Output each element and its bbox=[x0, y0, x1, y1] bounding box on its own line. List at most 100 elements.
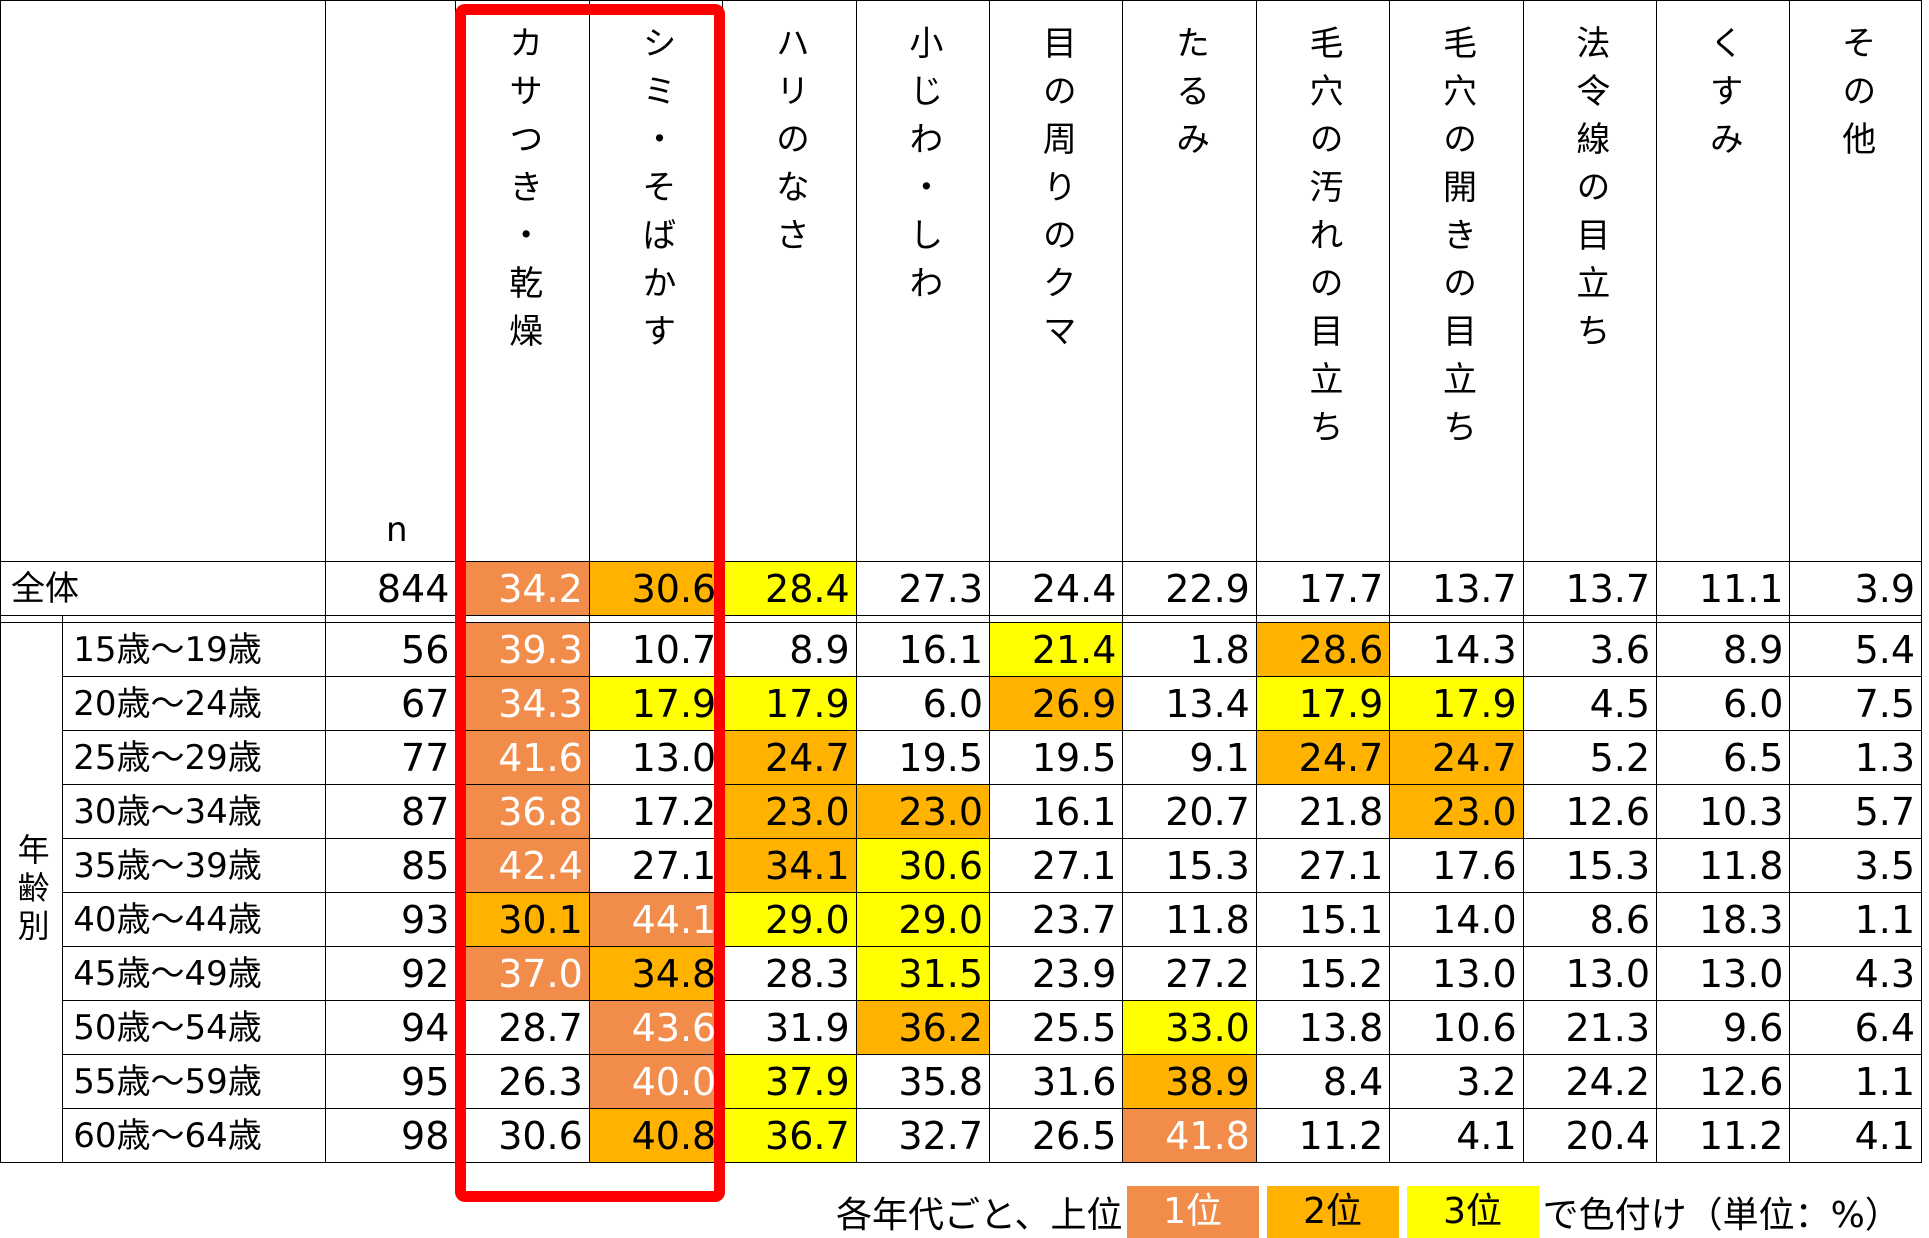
row-value: 40.0 bbox=[588, 1054, 724, 1109]
row-label: 55歳～59歳 bbox=[62, 1054, 326, 1109]
row-value: 13.0 bbox=[588, 730, 724, 785]
row-value: 12.6 bbox=[1522, 784, 1658, 839]
row-value: 1.1 bbox=[1789, 1054, 1922, 1109]
row-value: 13.0 bbox=[1522, 946, 1658, 1001]
legend-rank3: 3位 bbox=[1406, 1186, 1539, 1238]
header-item: たるみ bbox=[1122, 0, 1257, 562]
row-value: 27.1 bbox=[1255, 838, 1391, 893]
total-value: 24.4 bbox=[989, 561, 1124, 616]
row-value: 4.5 bbox=[1522, 676, 1658, 731]
row-value: 34.8 bbox=[588, 946, 724, 1001]
row-value: 27.1 bbox=[588, 838, 724, 893]
table-row: 30歳～34歳 87 36.8 17.2 23.0 23.0 16.1 20.7 21.8 23.… bbox=[1, 784, 1922, 839]
row-value: 28.3 bbox=[722, 946, 857, 1001]
table-row: 40歳～44歳 93 30.1 44.1 29.0 29.0 23.7 11.8 15.1 14.… bbox=[1, 892, 1922, 947]
table-row: 45歳～49歳 92 37.0 34.8 28.3 31.5 23.9 27.2 15.2 13.… bbox=[1, 946, 1922, 1001]
row-value: 24.2 bbox=[1522, 1054, 1658, 1109]
row-value: 5.7 bbox=[1789, 784, 1922, 839]
row-value: 24.7 bbox=[722, 730, 857, 785]
row-value: 4.1 bbox=[1389, 1108, 1524, 1163]
group-label: 年齢別 bbox=[0, 622, 64, 1163]
total-value: 27.3 bbox=[855, 561, 991, 616]
row-value: 26.9 bbox=[989, 676, 1124, 731]
row-value: 21.4 bbox=[989, 622, 1124, 677]
separator-cell bbox=[989, 615, 1124, 623]
header-item: 目の周りのクマ bbox=[989, 0, 1124, 562]
row-value: 29.0 bbox=[722, 892, 857, 947]
row-label: 35歳～39歳 bbox=[62, 838, 326, 893]
row-value: 1.3 bbox=[1789, 730, 1922, 785]
separator-cell bbox=[1656, 615, 1791, 623]
row-value: 10.7 bbox=[588, 622, 724, 677]
row-value: 15.3 bbox=[1522, 838, 1658, 893]
row-value: 26.5 bbox=[989, 1108, 1124, 1163]
separator-cell bbox=[855, 615, 991, 623]
row-label: 45歳～49歳 bbox=[62, 946, 326, 1001]
header-item-label: 法令線の目立ち bbox=[1569, 25, 1610, 361]
row-n: 93 bbox=[324, 892, 457, 947]
separator-cell bbox=[1789, 615, 1922, 623]
row-value: 20.7 bbox=[1122, 784, 1257, 839]
row-label: 25歳～29歳 bbox=[62, 730, 326, 785]
row-value: 41.8 bbox=[1122, 1108, 1257, 1163]
legend-suffix: で色付け（単位：%） bbox=[1542, 1195, 1901, 1236]
legend: 各年代ごと、上位 1位 2位 3位 で色付け（単位：%） bbox=[836, 1186, 1901, 1238]
total-row: 全体 844 34.2 30.6 28.4 27.3 24.4 22.9 17.7 13.7 13.… bbox=[0, 561, 1922, 616]
separator-cell bbox=[722, 615, 857, 623]
header-item: その他 bbox=[1789, 0, 1922, 562]
group-label-text: 年齢別 bbox=[12, 833, 51, 947]
header-row: n カサつき・乾燥 シミ・そばかす ハリのなさ 小じわ・しわ 目の周りのクマ たるみ 毛穴の汚… bbox=[0, 0, 1922, 562]
row-value: 8.6 bbox=[1522, 892, 1658, 947]
separator-cell bbox=[1122, 615, 1257, 623]
header-item-label: 毛穴の汚れの目立ち bbox=[1303, 25, 1344, 457]
total-value: 22.9 bbox=[1122, 561, 1257, 616]
row-value: 25.5 bbox=[989, 1000, 1124, 1055]
row-value: 4.1 bbox=[1789, 1108, 1922, 1163]
row-value: 17.9 bbox=[588, 676, 724, 731]
row-value: 19.5 bbox=[855, 730, 991, 785]
row-value: 28.7 bbox=[455, 1000, 590, 1055]
row-label: 15歳～19歳 bbox=[62, 622, 326, 677]
row-value: 30.6 bbox=[455, 1108, 590, 1163]
header-item-label: 目の周りのクマ bbox=[1036, 25, 1077, 361]
row-value: 3.6 bbox=[1522, 622, 1658, 677]
separator-cell bbox=[455, 615, 590, 623]
row-n: 94 bbox=[324, 1000, 457, 1055]
row-value: 7.5 bbox=[1789, 676, 1922, 731]
row-value: 6.4 bbox=[1789, 1000, 1922, 1055]
row-value: 8.9 bbox=[1656, 622, 1791, 677]
row-value: 20.4 bbox=[1522, 1108, 1658, 1163]
row-value: 30.6 bbox=[855, 838, 991, 893]
row-label: 20歳～24歳 bbox=[62, 676, 326, 731]
row-value: 43.6 bbox=[588, 1000, 724, 1055]
row-value: 39.3 bbox=[455, 622, 590, 677]
header-item: くすみ bbox=[1656, 0, 1791, 562]
row-value: 15.3 bbox=[1122, 838, 1257, 893]
legend-prefix: 各年代ごと、上位 bbox=[836, 1195, 1123, 1236]
header-corner bbox=[0, 0, 326, 562]
row-value: 36.2 bbox=[855, 1000, 991, 1055]
separator-cell bbox=[324, 615, 457, 623]
row-value: 17.9 bbox=[1389, 676, 1524, 731]
row-value: 8.9 bbox=[722, 622, 857, 677]
row-value: 12.6 bbox=[1656, 1054, 1791, 1109]
row-value: 23.9 bbox=[989, 946, 1124, 1001]
row-value: 14.3 bbox=[1389, 622, 1524, 677]
row-n: 56 bbox=[324, 622, 457, 677]
row-value: 36.8 bbox=[455, 784, 590, 839]
row-value: 17.9 bbox=[1255, 676, 1391, 731]
table-row: 50歳～54歳 94 28.7 43.6 31.9 36.2 25.5 33.0 13.8 10.… bbox=[1, 1000, 1922, 1055]
row-n: 92 bbox=[324, 946, 457, 1001]
header-item-label: その他 bbox=[1835, 25, 1876, 169]
row-value: 6.0 bbox=[1656, 676, 1791, 731]
row-label: 50歳～54歳 bbox=[62, 1000, 326, 1055]
row-value: 27.2 bbox=[1122, 946, 1257, 1001]
row-value: 26.3 bbox=[455, 1054, 590, 1109]
row-value: 3.5 bbox=[1789, 838, 1922, 893]
row-value: 23.0 bbox=[1389, 784, 1524, 839]
header-item: 小じわ・しわ bbox=[855, 0, 991, 562]
row-value: 23.0 bbox=[722, 784, 857, 839]
row-value: 33.0 bbox=[1122, 1000, 1257, 1055]
row-value: 36.7 bbox=[722, 1108, 857, 1163]
total-label: 全体 bbox=[0, 561, 326, 616]
